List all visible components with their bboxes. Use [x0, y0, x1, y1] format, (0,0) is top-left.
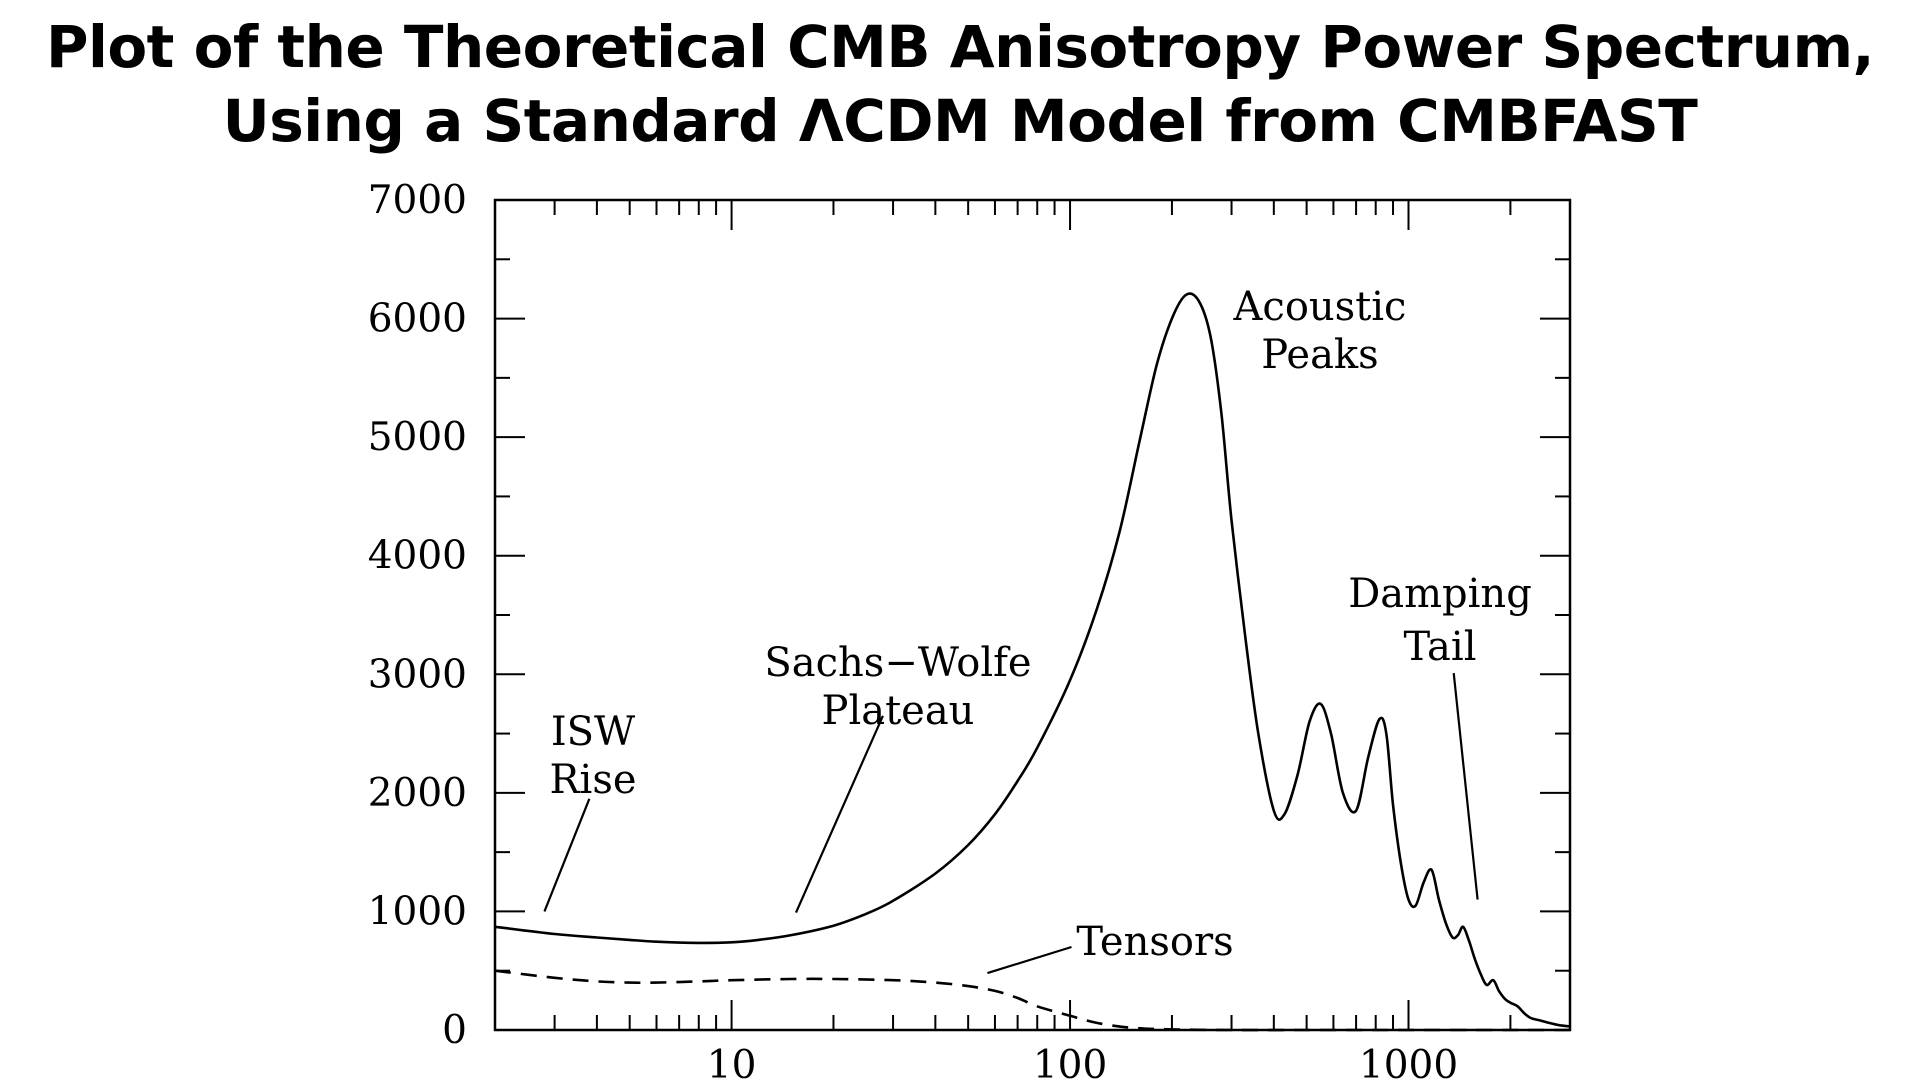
y-tick-label: 3000: [368, 652, 467, 697]
y-tick-label: 1000: [368, 889, 467, 934]
annotation-pointers: [543, 672, 1479, 975]
y-tick-label: 4000: [368, 534, 467, 579]
chart-title-line-2: Using a Standard ΛCDM Model from CMBFAST: [222, 87, 1698, 155]
annotation-isw-rise-line-2: Rise: [549, 757, 636, 803]
damping-tail-pointer: [1452, 672, 1479, 900]
axis-ticks: [494, 199, 1571, 1031]
y-tick-label: 0: [442, 1008, 467, 1053]
annotation-tensors: Tensors: [1076, 919, 1233, 965]
total-spectrum-curve: [494, 292, 1571, 1028]
x-tick-label: 10: [707, 1043, 757, 1080]
x-tick-label: 100: [1033, 1043, 1107, 1080]
curves: [494, 292, 1571, 1032]
y-tick-label: 6000: [368, 297, 467, 342]
annotation-sachs-wolfe-line-2: Plateau: [822, 688, 975, 734]
annotation-damping-tail-line-1: Damping: [1348, 571, 1532, 617]
sachs-wolfe-pointer: [794, 715, 884, 914]
chart-title: Plot of the Theoretical CMB Anisotropy P…: [0, 10, 1920, 158]
annotation-sachs-wolfe-line-1: Sachs−Wolfe: [764, 640, 1031, 686]
axis-tick-labels: 0 1000 2000 3000 4000 5000 6000 7000 10 100 1000: [368, 178, 1458, 1080]
tensors-pointer: [987, 945, 1072, 975]
y-tick-label: 2000: [368, 771, 467, 816]
y-tick-label: 7000: [368, 178, 467, 223]
annotation-isw-rise-line-1: ISW: [551, 709, 635, 755]
chart-title-line-1: Plot of the Theoretical CMB Anisotropy P…: [45, 13, 1875, 81]
isw-rise-pointer: [543, 798, 591, 912]
y-tick-label: 5000: [368, 415, 467, 460]
annotation-damping-tail-line-2: Tail: [1403, 624, 1476, 670]
annotation-acoustic-peaks-line-1: Acoustic: [1233, 284, 1407, 330]
tensor-curve-dashed: [494, 969, 1570, 1032]
x-tick-label: 1000: [1359, 1043, 1458, 1080]
annotation-acoustic-peaks-line-2: Peaks: [1261, 332, 1378, 378]
